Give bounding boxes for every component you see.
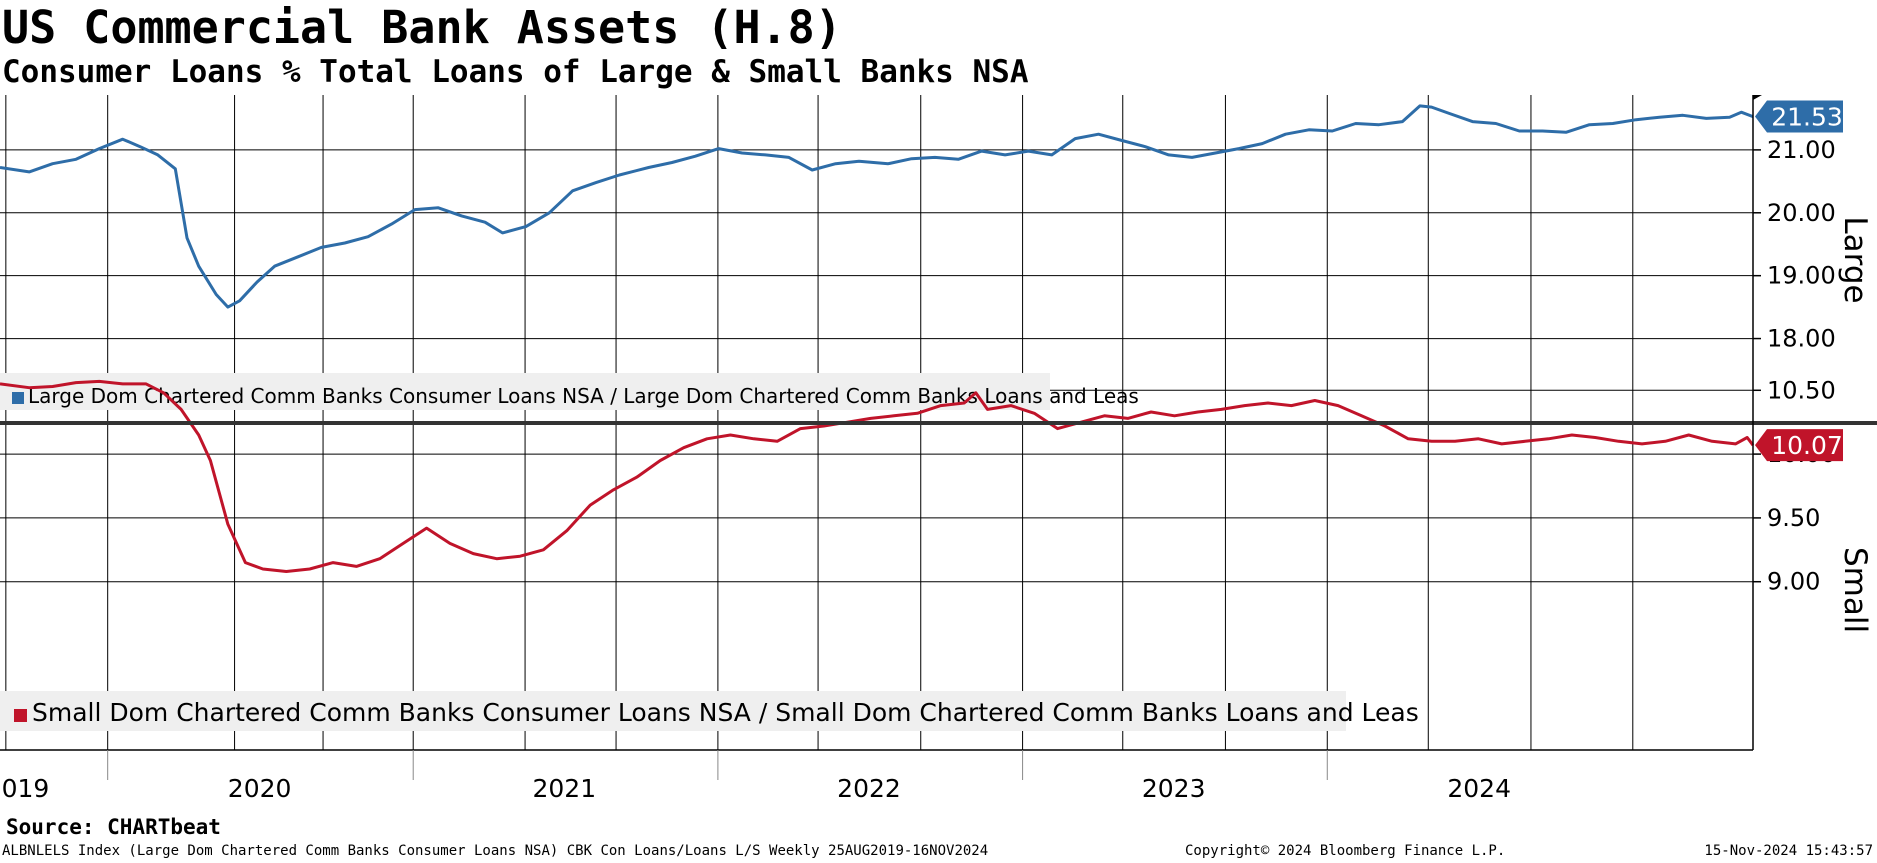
x-tick-label: 2024 [1447, 774, 1511, 803]
chart-subtitle: Consumer Loans % Total Loans of Large & … [2, 54, 1029, 90]
y-tick-label: 19.00 [1767, 262, 1836, 290]
y-tick-label: 20.00 [1767, 199, 1836, 227]
large-last-value-text: 21.53 [1771, 103, 1843, 132]
footer-timestamp: 15-Nov-2024 15:43:57 [1704, 843, 1873, 859]
bottom-legend-label: Small Dom Chartered Comm Banks Consumer … [32, 698, 1419, 727]
axis-arrow-icon [1753, 95, 1762, 100]
small-last-value-badge-shape [1755, 429, 1843, 462]
large-last-value-badge: 21.53 [1755, 100, 1843, 133]
small-last-value-badge: 10.07 [1755, 429, 1843, 462]
chart-area: Large Dom Chartered Comm Banks Consumer … [0, 95, 1877, 803]
x-tick-label: 2021 [532, 774, 596, 803]
large-last-value-badge-shape [1755, 100, 1843, 133]
bottom-legend-bg [0, 691, 1346, 731]
x-tick-label: 2020 [228, 774, 292, 803]
y-tick-label: 18.00 [1767, 325, 1836, 353]
footer-index-description: ALBNLELS Index (Large Dom Chartered Comm… [2, 843, 989, 859]
footer-copyright: Copyright© 2024 Bloomberg Finance L.P. [1185, 843, 1506, 859]
bottom-legend: Small Dom Chartered Comm Banks Consumer … [0, 691, 1419, 731]
x-axis: 2019 2020 2021 2022 2023 2024 [0, 750, 1511, 803]
top-y-ticks: 18.00 19.00 20.00 21.00 [1753, 136, 1836, 353]
small-last-value-text: 10.07 [1771, 431, 1843, 460]
chart-title: US Commercial Bank Assets (H.8) [2, 1, 842, 54]
x-tick-label: 2023 [1142, 774, 1206, 803]
top-panel-grid [0, 95, 1753, 421]
top-legend-swatch [12, 392, 24, 404]
y-tick-label: 21.00 [1767, 136, 1836, 164]
top-legend: Large Dom Chartered Comm Banks Consumer … [0, 373, 1139, 410]
x-tick-label: 2019 [0, 774, 49, 803]
source-note: Source: CHARTbeat [6, 815, 221, 839]
y-tick-label: 9.00 [1767, 568, 1820, 596]
y-tick-label: 10.50 [1767, 376, 1836, 404]
y-tick-label: 9.50 [1767, 504, 1820, 532]
top-axis-title: Large [1837, 216, 1873, 303]
small-banks-series-line [0, 379, 1755, 573]
large-banks-series-line [0, 104, 1754, 309]
x-tick-label: 2022 [837, 774, 901, 803]
bottom-legend-swatch [14, 709, 27, 722]
bottom-axis-title: Small [1837, 547, 1873, 633]
